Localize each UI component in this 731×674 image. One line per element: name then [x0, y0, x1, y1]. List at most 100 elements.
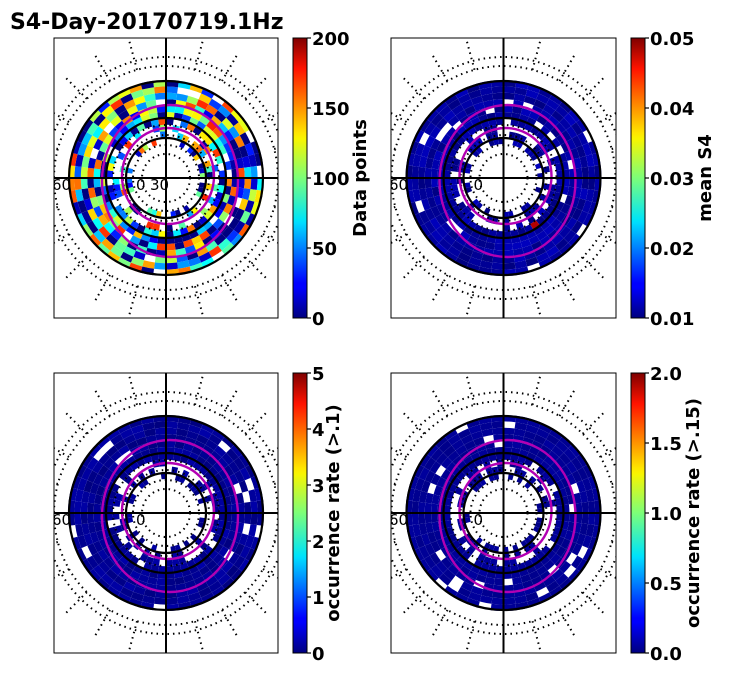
bin	[425, 233, 439, 248]
bin	[484, 576, 495, 585]
bin	[588, 501, 596, 513]
bin	[183, 239, 194, 248]
bin	[430, 540, 441, 553]
bin	[535, 130, 546, 141]
colorbar-tick-label: 0.5	[650, 574, 682, 595]
bin	[208, 204, 218, 215]
bin	[568, 443, 582, 458]
bin	[435, 452, 448, 465]
contour-outer	[438, 103, 577, 259]
bin	[118, 235, 130, 247]
bin	[135, 101, 148, 112]
bin	[554, 122, 566, 134]
bin	[208, 98, 222, 111]
bin	[154, 256, 166, 264]
contour-outer	[100, 103, 240, 259]
bin	[429, 461, 441, 474]
bin	[464, 105, 476, 116]
bin	[443, 505, 451, 513]
bin	[571, 457, 583, 471]
bin	[566, 138, 577, 151]
bin	[554, 162, 563, 172]
bin	[554, 497, 563, 507]
bin	[568, 513, 576, 523]
bin	[120, 586, 134, 598]
colorbar-tick-label: 0.04	[650, 99, 694, 120]
bin	[419, 155, 428, 168]
bin	[221, 561, 234, 574]
bin	[86, 220, 99, 234]
bin	[233, 457, 246, 471]
bin	[539, 555, 551, 566]
bin	[411, 178, 419, 190]
bin	[92, 217, 104, 230]
bin	[110, 229, 122, 241]
bin	[454, 257, 469, 269]
bin	[212, 553, 224, 565]
bin	[77, 200, 88, 214]
bin	[431, 159, 440, 170]
bin	[81, 453, 94, 468]
bin	[446, 461, 457, 473]
bin	[166, 597, 178, 605]
bin	[443, 513, 451, 521]
bin	[418, 545, 430, 559]
bin	[119, 460, 130, 471]
bin	[105, 233, 118, 246]
bin	[150, 229, 160, 238]
bin	[418, 558, 431, 573]
bin	[489, 558, 498, 566]
bin	[130, 424, 144, 435]
bin	[125, 455, 137, 466]
bin	[523, 585, 537, 596]
bin	[80, 513, 88, 525]
bin	[447, 433, 461, 446]
bin	[118, 545, 129, 556]
bin	[451, 214, 462, 225]
bin	[103, 133, 114, 145]
bin	[192, 126, 203, 136]
bin	[239, 467, 251, 481]
bin	[133, 117, 144, 127]
bin	[218, 546, 229, 558]
bin	[226, 229, 239, 243]
bin	[202, 570, 214, 582]
bin	[226, 564, 239, 578]
bin	[92, 552, 104, 565]
bin	[431, 494, 440, 505]
bin	[523, 430, 537, 441]
colorbar-tick-label: 0.01	[650, 309, 694, 330]
bin	[87, 208, 98, 221]
contour-inner	[458, 126, 553, 226]
bin	[238, 198, 249, 211]
bin	[221, 577, 236, 591]
bin	[430, 473, 441, 486]
bin	[114, 224, 126, 236]
bin	[418, 513, 426, 525]
bin	[585, 524, 595, 537]
bin	[467, 235, 479, 245]
bin	[198, 428, 212, 440]
bin	[117, 257, 131, 269]
bin	[218, 468, 229, 480]
bin	[549, 250, 564, 263]
bin	[488, 229, 497, 238]
bin	[447, 564, 460, 576]
bin	[188, 424, 202, 435]
bin	[523, 250, 537, 261]
bin	[114, 240, 127, 252]
bin	[221, 452, 234, 465]
bin	[147, 576, 158, 585]
bin	[538, 257, 553, 269]
bin	[451, 204, 462, 215]
bin	[166, 262, 178, 270]
bin	[457, 201, 467, 211]
bin	[559, 242, 573, 256]
bin	[119, 220, 130, 231]
bin	[577, 467, 589, 481]
bin	[218, 170, 226, 178]
bin	[425, 492, 434, 504]
bin	[106, 93, 121, 106]
bin	[88, 233, 102, 248]
